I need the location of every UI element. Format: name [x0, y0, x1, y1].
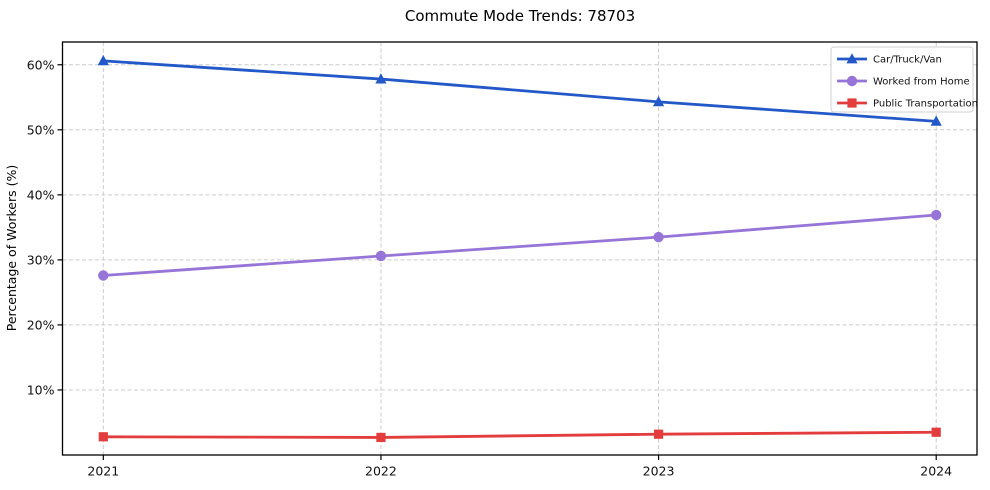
y-tick-label: 50% [27, 122, 55, 137]
legend-marker-square-icon [847, 98, 857, 108]
data-point-marker [98, 432, 108, 442]
plot-border [61, 41, 978, 456]
chart-title: Commute Mode Trends: 78703 [405, 7, 635, 25]
data-point-marker [376, 432, 386, 443]
legend-marker-triangle-icon [846, 53, 858, 64]
data-point-marker [375, 73, 387, 84]
x-tick-label: 2022 [365, 464, 397, 479]
legend [830, 46, 974, 113]
y-tick-label: 30% [27, 252, 55, 267]
data-point-marker [375, 250, 387, 262]
legend-label: Public Transportation [873, 99, 978, 110]
legend-marker-circle-icon [846, 75, 858, 87]
data-point-marker [653, 231, 664, 243]
legend-label: Car/Truck/Van [873, 55, 942, 66]
data-point-marker [930, 115, 942, 126]
data-point-marker [931, 427, 941, 437]
data-point-marker [931, 209, 942, 221]
data-point-marker [98, 270, 109, 281]
y-tick-label: 20% [27, 317, 55, 332]
y-tick-label: 40% [27, 187, 55, 202]
y-axis-label: Percentage of Workers (%) [4, 165, 19, 331]
data-point-marker [652, 96, 665, 107]
y-tick-label: 60% [27, 57, 55, 72]
data-point-marker [653, 429, 664, 439]
series-line-car-truck-van [101, 59, 938, 123]
series-line-worked-from-home [101, 213, 938, 277]
x-tick-label: 2023 [643, 464, 675, 479]
x-tick-label: 2021 [87, 464, 119, 479]
data-point-marker [97, 55, 109, 66]
x-tick-label: 2024 [920, 464, 952, 479]
legend-label: Worked from Home [873, 77, 970, 88]
series-line-public-transportation [101, 430, 938, 439]
y-tick-label: 10% [27, 382, 55, 397]
